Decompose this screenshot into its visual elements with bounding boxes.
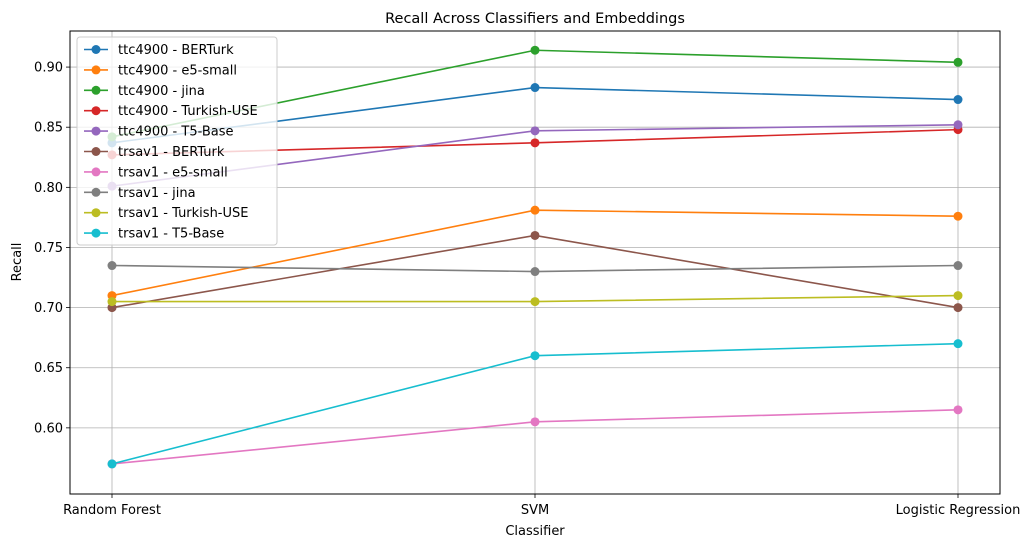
series-9 — [107, 339, 963, 469]
y-tick-label: 0.75 — [34, 241, 63, 256]
legend-item: ttc4900 - jina — [84, 84, 205, 99]
y-tick-label: 0.85 — [34, 121, 63, 136]
legend-item: trsav1 - T5-Base — [84, 227, 224, 242]
legend-label: trsav1 - jina — [118, 186, 196, 201]
data-point — [530, 45, 540, 55]
legend-label: ttc4900 - e5-small — [118, 63, 237, 78]
legend-item: ttc4900 - Turkish-USE — [84, 104, 258, 119]
legend-swatch-marker — [91, 65, 101, 75]
x-tick-label: Logistic Regression — [896, 503, 1021, 518]
legend-item: ttc4900 - T5-Base — [84, 125, 233, 140]
legend-item: trsav1 - Turkish-USE — [84, 206, 248, 221]
series-7 — [107, 261, 963, 277]
data-point — [953, 303, 963, 313]
data-point — [530, 126, 540, 136]
x-tick-label: SVM — [521, 503, 549, 518]
legend-swatch-marker — [91, 167, 101, 177]
data-point — [530, 267, 540, 277]
y-tick-label: 0.65 — [34, 361, 63, 376]
legend-box — [76, 36, 278, 246]
data-point — [107, 459, 117, 469]
data-point — [953, 261, 963, 271]
legend-item: ttc4900 - e5-small — [84, 63, 237, 78]
data-point — [953, 339, 963, 349]
data-point — [530, 205, 540, 215]
legend-item: trsav1 - jina — [84, 186, 196, 201]
legend-label: trsav1 - Turkish-USE — [118, 206, 248, 221]
legend-label: ttc4900 - Turkish-USE — [118, 104, 258, 119]
x-tick-label: Random Forest — [63, 503, 161, 518]
legend-label: trsav1 - BERTurk — [118, 145, 225, 160]
legend-swatch-marker — [91, 85, 101, 95]
legend-item: trsav1 - e5-small — [84, 165, 228, 180]
data-point — [953, 120, 963, 130]
legend-item: trsav1 - BERTurk — [84, 145, 225, 160]
data-point — [530, 297, 540, 307]
data-point — [530, 230, 540, 240]
data-point — [530, 83, 540, 93]
legend-label: trsav1 - T5-Base — [118, 227, 224, 242]
data-point — [953, 57, 963, 67]
y-tick-label: 0.80 — [34, 181, 63, 196]
data-point — [953, 405, 963, 415]
legend-swatch-marker — [91, 228, 101, 238]
legend-item: ttc4900 - BERTurk — [84, 43, 234, 58]
legend-swatch-marker — [91, 187, 101, 197]
legend-swatch-marker — [91, 208, 101, 218]
legend-label: ttc4900 - jina — [118, 84, 205, 99]
data-point — [953, 95, 963, 105]
axes: Random Forest SVM Logistic Regression 0.60 0… — [34, 61, 1020, 518]
x-axis-label: Classifier — [505, 524, 565, 539]
legend-label: trsav1 - e5-small — [118, 165, 228, 180]
legend-swatch-marker — [91, 147, 101, 156]
data-point — [953, 211, 963, 221]
data-point — [530, 417, 540, 427]
data-point — [530, 351, 540, 361]
data-point — [530, 138, 540, 148]
y-tick-label: 0.60 — [34, 421, 63, 436]
y-axis-label: Recall — [10, 243, 25, 282]
legend-label: ttc4900 - T5-Base — [118, 125, 233, 140]
data-point — [953, 291, 963, 301]
chart-title: Recall Across Classifiers and Embeddings — [385, 11, 685, 27]
series-8 — [107, 291, 963, 307]
y-tick-label: 0.90 — [34, 61, 63, 76]
data-point — [107, 261, 117, 271]
legend-swatch-marker — [91, 126, 101, 136]
legend-label: ttc4900 - BERTurk — [118, 43, 234, 58]
data-point — [107, 297, 117, 307]
legend-swatch-marker — [91, 45, 101, 54]
legend: ttc4900 - BERTurk ttc4900 - e5-small ttc49… — [76, 36, 278, 246]
legend-swatch-marker — [91, 106, 101, 116]
series-5 — [107, 230, 963, 313]
y-tick-label: 0.70 — [34, 301, 63, 316]
